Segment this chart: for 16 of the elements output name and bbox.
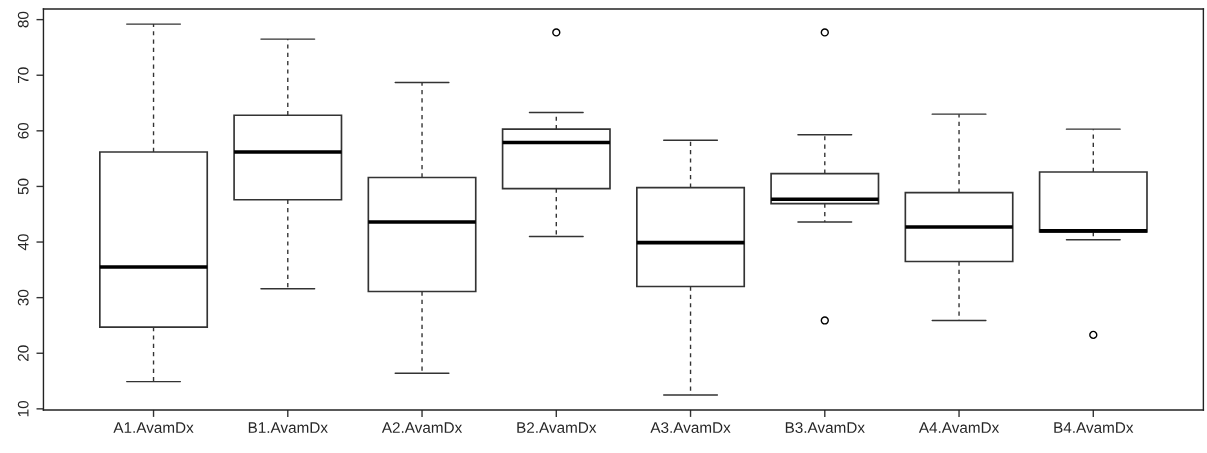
x-tick-label: A2.AvamDx [381,422,463,433]
x-tick-label: B2.AvamDx [517,422,597,433]
y-tick-label: 50 [17,178,29,195]
x-tick-label: A4.AvamDx [918,422,1000,433]
y-tick-label: 20 [17,345,29,361]
y-tick-label: 80 [17,11,29,28]
x-tick-label: B4.AvamDx [1054,422,1134,433]
y-tick-label: 30 [17,289,29,306]
x-tick-label: B3.AvamDx [785,422,865,433]
y-tick-label: 70 [17,67,29,83]
y-tick-label: 60 [17,122,29,139]
y-tick-label: 10 [17,400,29,417]
x-tick-label: B1.AvamDx [248,422,328,433]
y-tick-label: 40 [17,234,29,251]
x-tick-label: A3.AvamDx [650,422,731,433]
x-tick-label: A1.AvamDx [113,422,194,433]
